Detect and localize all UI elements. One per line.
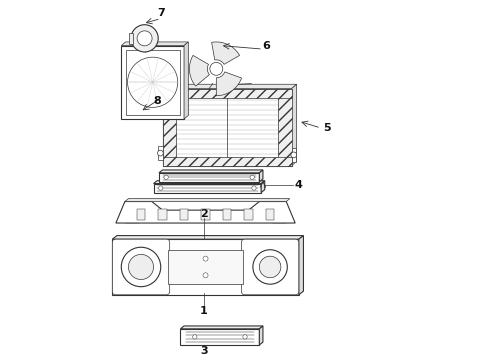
Bar	[278, 89, 292, 166]
Bar	[163, 157, 292, 166]
Circle shape	[157, 150, 163, 156]
Bar	[163, 89, 292, 98]
Bar	[129, 33, 133, 44]
Polygon shape	[190, 55, 209, 86]
Bar	[112, 239, 299, 295]
FancyBboxPatch shape	[242, 239, 299, 295]
Polygon shape	[159, 170, 263, 173]
Circle shape	[128, 255, 153, 279]
Circle shape	[193, 335, 197, 339]
Bar	[137, 210, 146, 220]
Bar	[122, 45, 184, 119]
Circle shape	[203, 273, 208, 278]
Bar	[158, 210, 167, 220]
Text: 6: 6	[263, 41, 270, 50]
Bar	[159, 173, 259, 182]
Polygon shape	[299, 235, 303, 295]
Polygon shape	[125, 199, 290, 202]
Polygon shape	[116, 202, 295, 223]
Polygon shape	[292, 84, 296, 166]
Circle shape	[127, 57, 178, 107]
Polygon shape	[153, 181, 265, 184]
Bar	[245, 210, 253, 220]
Bar	[153, 184, 261, 193]
Text: 7: 7	[157, 8, 165, 18]
Bar	[292, 148, 296, 162]
Polygon shape	[259, 326, 263, 345]
Text: 2: 2	[200, 209, 208, 219]
Circle shape	[131, 25, 158, 52]
Polygon shape	[184, 42, 188, 119]
Bar	[125, 202, 139, 223]
Polygon shape	[212, 42, 240, 64]
Circle shape	[164, 175, 168, 180]
Bar	[163, 89, 292, 166]
Circle shape	[291, 152, 296, 158]
Text: 3: 3	[200, 346, 208, 356]
Bar	[272, 202, 286, 223]
Circle shape	[252, 186, 256, 190]
Circle shape	[250, 175, 254, 180]
Polygon shape	[180, 326, 263, 329]
Polygon shape	[259, 170, 263, 182]
Text: 8: 8	[153, 96, 161, 106]
Text: 1: 1	[200, 306, 208, 316]
Polygon shape	[163, 84, 296, 89]
Circle shape	[253, 250, 287, 284]
Bar	[180, 210, 188, 220]
Polygon shape	[261, 181, 265, 193]
Circle shape	[203, 256, 208, 261]
Circle shape	[210, 62, 223, 75]
Text: 4: 4	[295, 180, 303, 190]
Polygon shape	[122, 42, 188, 45]
Circle shape	[243, 335, 247, 339]
Bar	[125, 50, 180, 115]
Circle shape	[259, 256, 281, 278]
Polygon shape	[216, 72, 242, 96]
FancyBboxPatch shape	[112, 239, 170, 295]
Circle shape	[159, 186, 163, 190]
Polygon shape	[112, 235, 303, 239]
Bar	[168, 250, 243, 284]
Bar	[180, 329, 259, 345]
Circle shape	[122, 247, 161, 287]
Circle shape	[137, 31, 152, 46]
Bar	[223, 210, 231, 220]
Text: 5: 5	[324, 123, 331, 133]
Bar	[163, 89, 176, 166]
Bar	[201, 210, 210, 220]
Bar	[158, 146, 163, 160]
Bar	[266, 210, 274, 220]
